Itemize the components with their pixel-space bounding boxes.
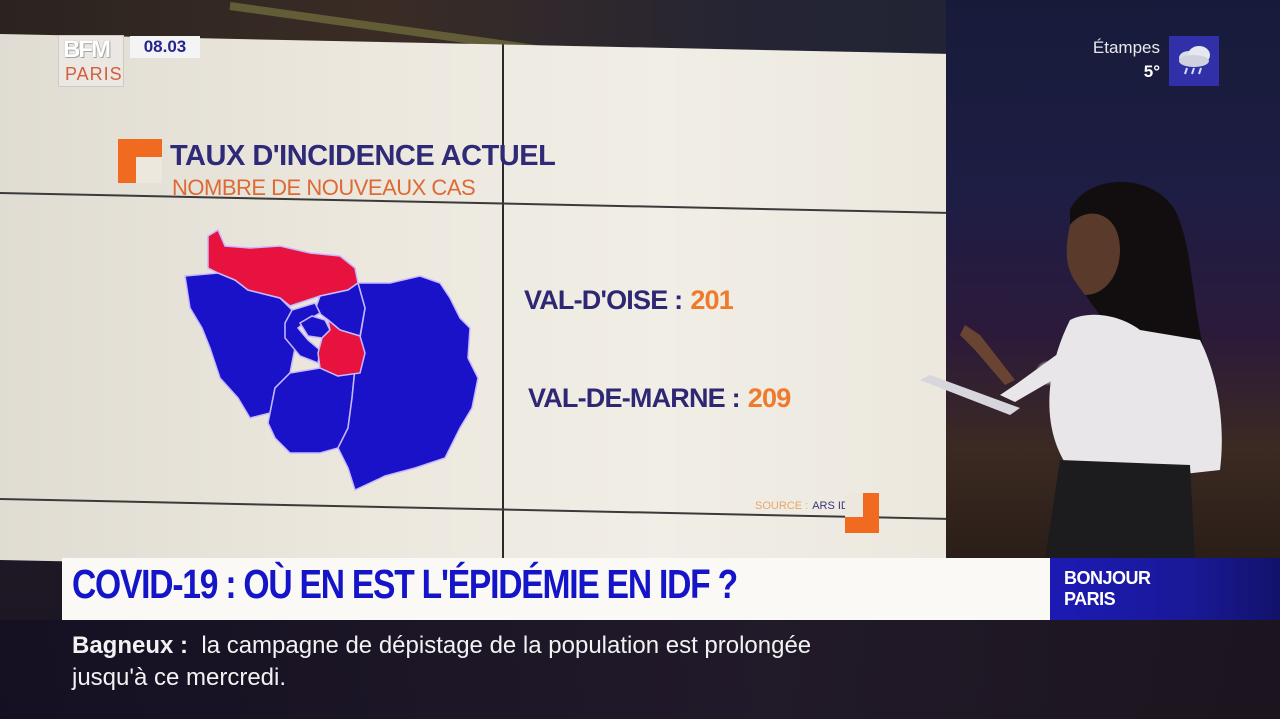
wall-seam [502, 44, 504, 571]
source-label: SOURCE : [755, 500, 809, 512]
stat-value: 209 [747, 383, 791, 413]
map-val-de-marne [317, 318, 366, 377]
weather-city: Étampes [1092, 38, 1160, 57]
headline: COVID-19 : OÙ EN EST L'ÉPIDÉMIE EN IDF ? [72, 561, 738, 607]
orange-corner-mark [845, 493, 879, 533]
ticker-separator: : [173, 632, 195, 659]
ticker-text: jusqu'à ce mercredi. [72, 664, 287, 691]
rain-cloud-icon [1169, 36, 1219, 86]
logo-text-bottom: PARIS [65, 64, 123, 84]
show-name-line2: PARIS [1064, 589, 1116, 609]
logo-text-top: BFM [63, 36, 111, 63]
ticker-text: la campagne de dépistage de la populatio… [201, 632, 812, 659]
ticker-line-1: Bagneux : la campagne de dépistage de la… [72, 632, 811, 660]
weather-temperature: 5° [1143, 62, 1160, 81]
map-seine-et-marne [337, 275, 479, 492]
news-ticker: Bagneux : la campagne de dépistage de la… [0, 620, 1280, 719]
stat-val-doise: VAL-D'OISE :201 [524, 285, 734, 316]
ile-de-france-map [184, 228, 479, 492]
clock: 08.03 [130, 36, 200, 58]
graphic-title: TAUX D'INCIDENCE ACTUEL [170, 140, 556, 172]
ticker-line-2: jusqu'à ce mercredi. [72, 664, 286, 692]
channel-logo: BFM PARIS [58, 35, 124, 87]
graphic-subtitle: NOMBRE DE NOUVEAUX CAS [172, 175, 476, 195]
headline-bar [62, 558, 1050, 620]
stat-label: VAL-D'OISE : [524, 285, 683, 315]
stat-val-de-marne: VAL-DE-MARNE :209 [528, 383, 791, 414]
stat-label: VAL-DE-MARNE : [528, 383, 741, 413]
source-credit: SOURCE : ARS IDF [755, 500, 856, 512]
stat-value: 201 [690, 285, 733, 315]
show-badge: BONJOUR PARIS [1050, 558, 1280, 620]
show-name-line1: BONJOUR [1064, 568, 1151, 588]
presenter [920, 181, 1222, 560]
source-value: ARS IDF [812, 500, 856, 512]
ticker-location: Bagneux [72, 632, 174, 659]
orange-corner-mark [118, 139, 162, 183]
